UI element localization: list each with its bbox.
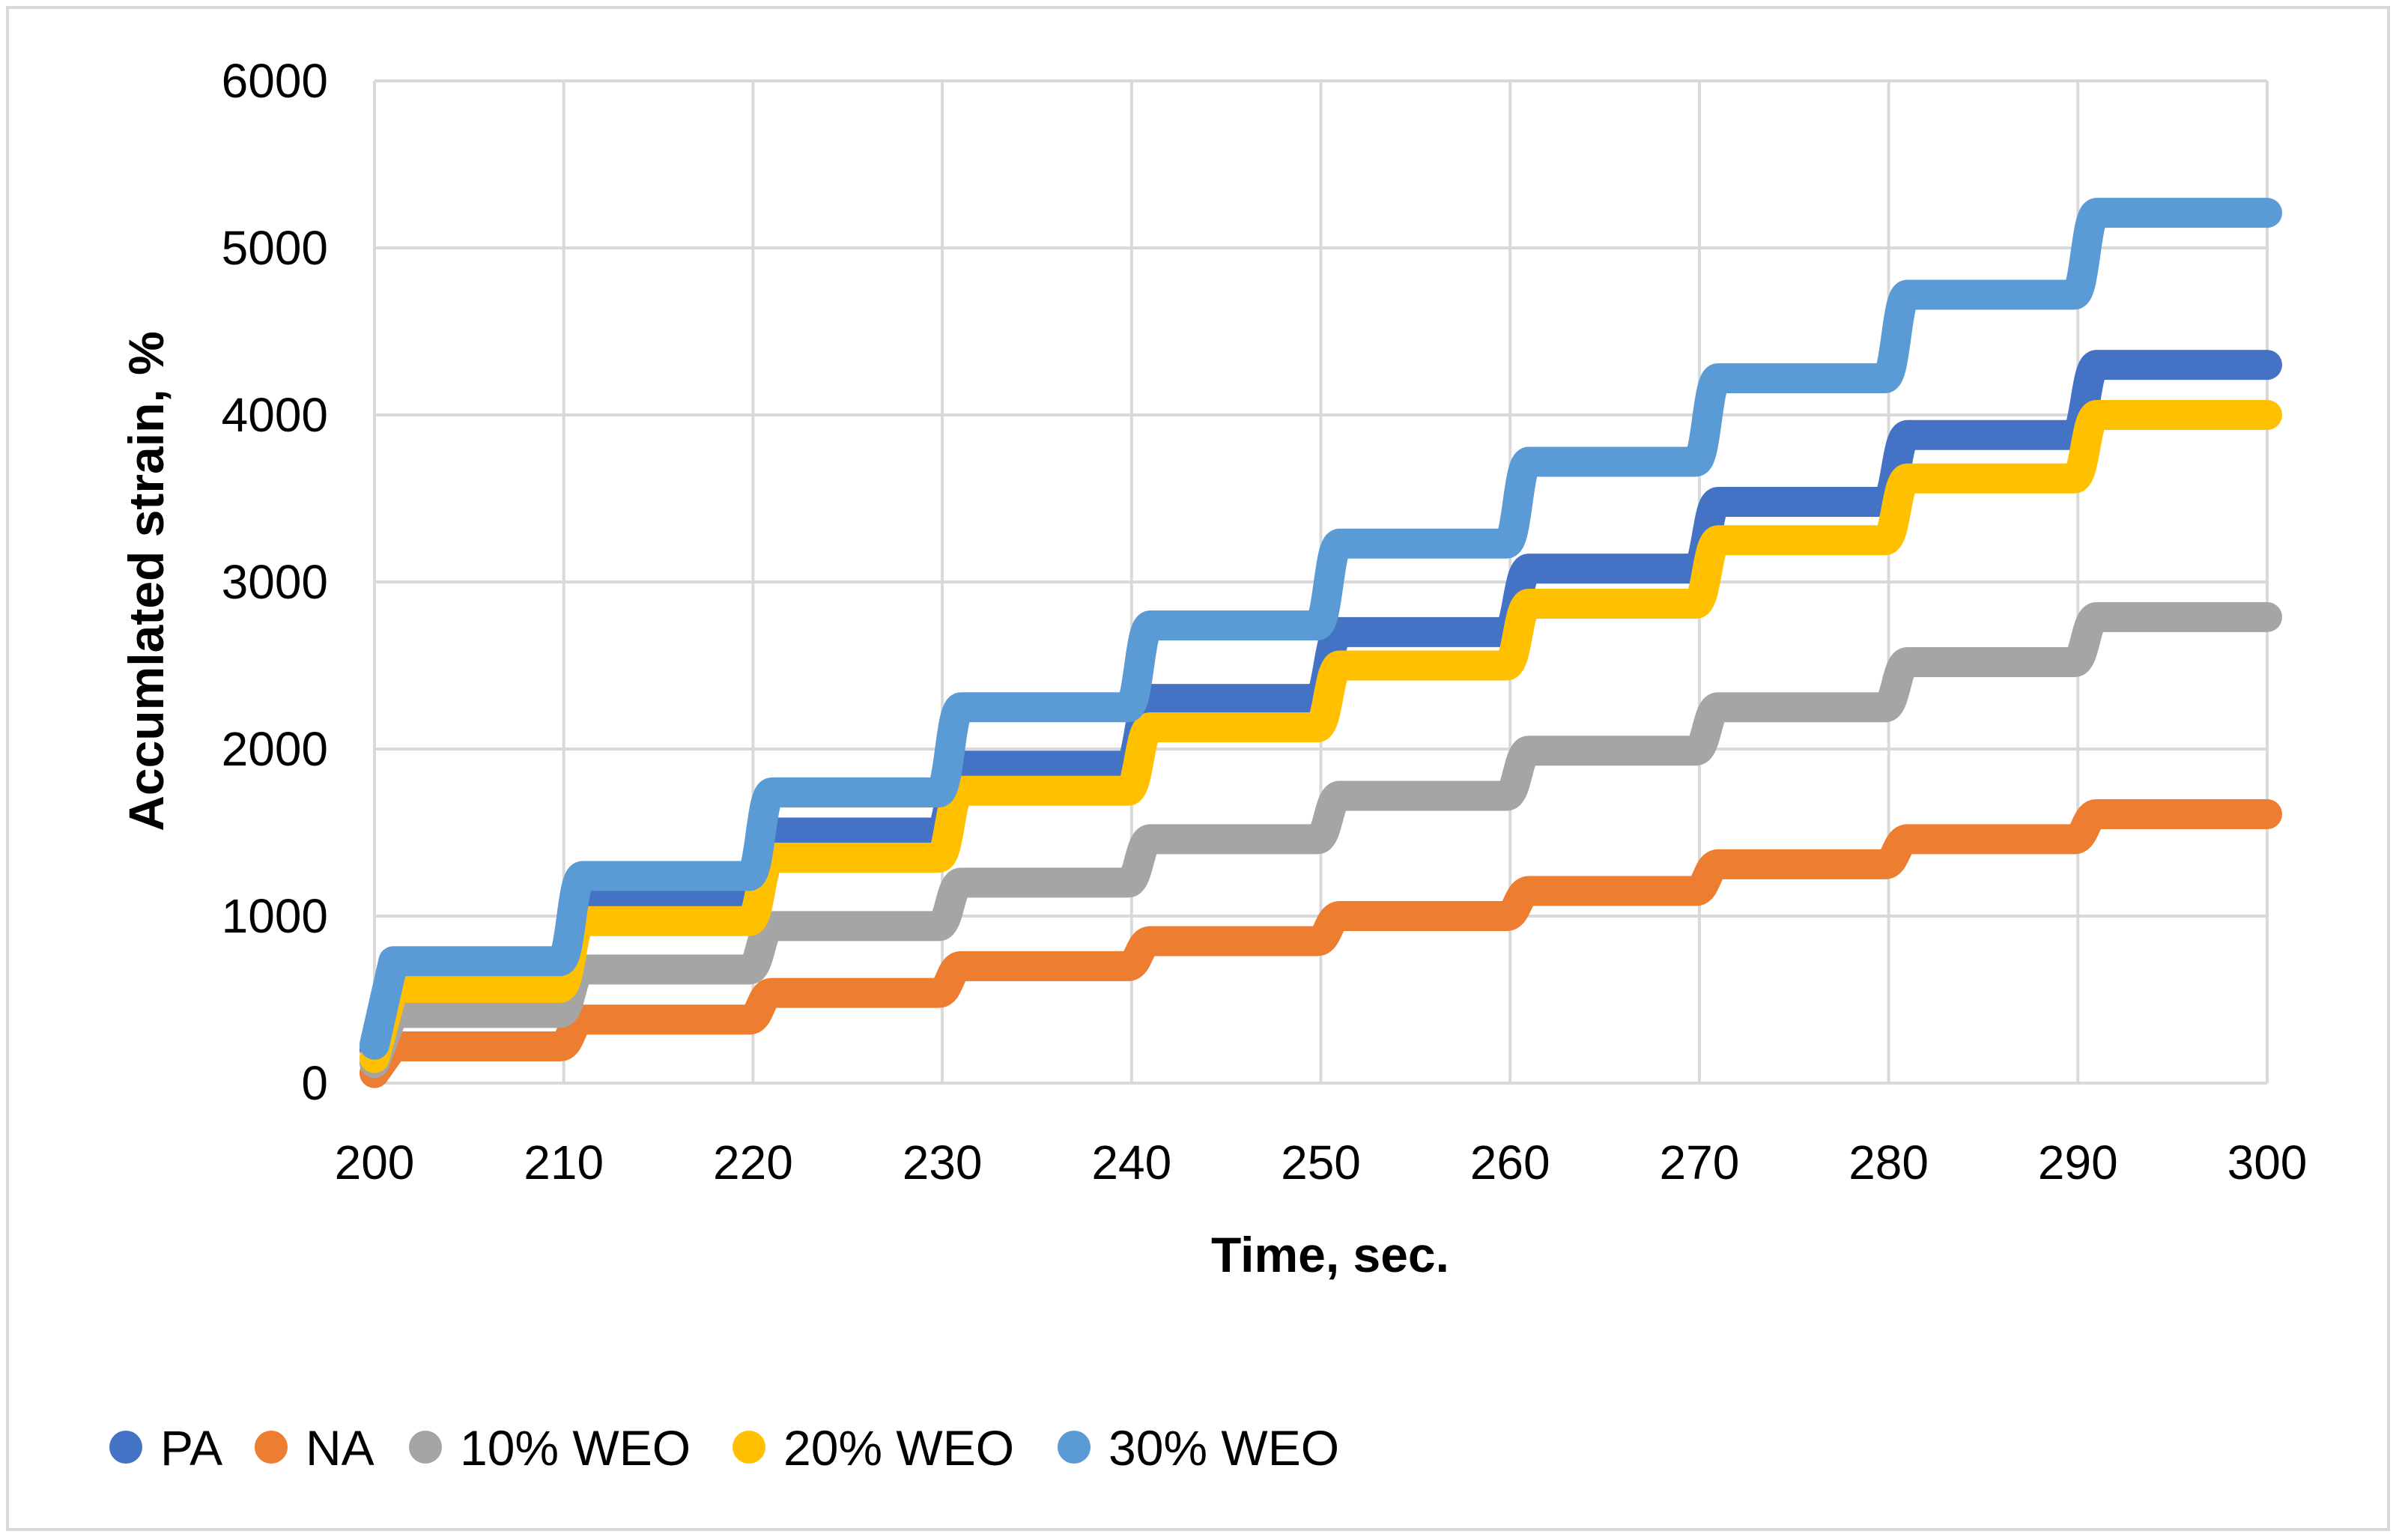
y-tick-label-5000: 5000 bbox=[222, 221, 328, 275]
tick-labels: 0 1000 2000 3000 4000 5000 6000 200 210 220 230 240… bbox=[222, 54, 2308, 1189]
legend-label-10-weo: 10% WEO bbox=[460, 1420, 691, 1476]
x-tick-label-220: 220 bbox=[713, 1136, 793, 1189]
series-line-30-weo bbox=[360, 198, 2282, 1060]
line-chart: 0 1000 2000 3000 4000 5000 6000 200 210 220 230 240… bbox=[109, 54, 2308, 1476]
legend-marker-20-weo bbox=[733, 1431, 765, 1464]
x-tick-label-200: 200 bbox=[335, 1136, 415, 1189]
series-line-10-weo bbox=[360, 601, 2282, 1079]
chart-frame: 0 1000 2000 3000 4000 5000 6000 200 210 220 230 240… bbox=[6, 6, 2390, 1531]
y-axis-title: Accumlated strain, % bbox=[118, 331, 174, 831]
legend-marker-30-weo bbox=[1058, 1431, 1091, 1464]
x-tick-label-270: 270 bbox=[1660, 1136, 1740, 1189]
y-tick-label-6000: 6000 bbox=[222, 54, 328, 108]
x-tick-label-300: 300 bbox=[2227, 1136, 2308, 1189]
series-lines bbox=[360, 198, 2282, 1088]
y-tick-label-3000: 3000 bbox=[222, 555, 328, 609]
x-tick-label-290: 290 bbox=[2038, 1136, 2118, 1189]
legend-marker-na bbox=[255, 1431, 288, 1464]
series-line-na bbox=[360, 798, 2282, 1088]
y-tick-label-2000: 2000 bbox=[222, 722, 328, 776]
legend-marker-pa bbox=[109, 1431, 142, 1464]
legend: PA NA 10% WEO 20% WEO 30% WEO bbox=[109, 1420, 1339, 1476]
y-tick-label-4000: 4000 bbox=[222, 388, 328, 442]
legend-label-na: NA bbox=[306, 1420, 374, 1476]
y-tick-label-0: 0 bbox=[301, 1056, 328, 1110]
x-tick-label-240: 240 bbox=[1091, 1136, 1171, 1189]
x-tick-label-230: 230 bbox=[903, 1136, 983, 1189]
x-axis-title: Time, sec. bbox=[1211, 1227, 1449, 1282]
legend-label-pa: PA bbox=[160, 1420, 222, 1476]
x-tick-label-260: 260 bbox=[1470, 1136, 1550, 1189]
series-line-20-weo bbox=[360, 400, 2282, 1073]
x-tick-label-250: 250 bbox=[1281, 1136, 1361, 1189]
legend-marker-10-weo bbox=[409, 1431, 442, 1464]
x-tick-label-280: 280 bbox=[1848, 1136, 1929, 1189]
y-tick-label-1000: 1000 bbox=[222, 889, 328, 943]
x-tick-label-210: 210 bbox=[524, 1136, 604, 1189]
legend-label-20-weo: 20% WEO bbox=[783, 1420, 1014, 1476]
legend-label-30-weo: 30% WEO bbox=[1108, 1420, 1339, 1476]
